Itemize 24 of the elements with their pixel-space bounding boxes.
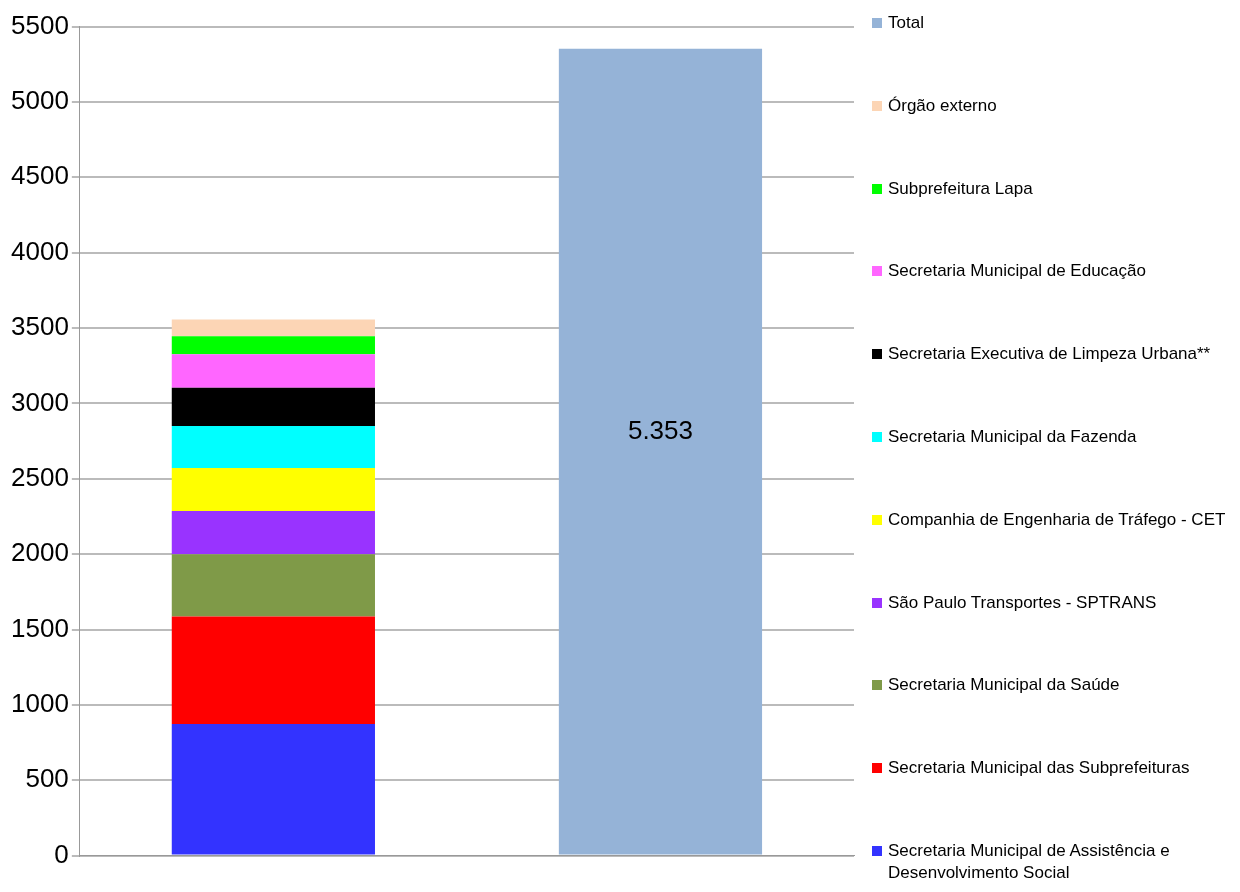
y-tick-label: 2000 <box>11 537 69 568</box>
legend-label: Secretaria Municipal da Saúde <box>888 674 1120 697</box>
y-tick-label: 5500 <box>11 9 69 40</box>
y-tick-label: 500 <box>25 763 69 794</box>
y-tick-label: 4500 <box>11 160 69 191</box>
legend-label: Secretaria Municipal das Subprefeituras <box>888 757 1190 780</box>
y-tick-label: 4000 <box>11 235 69 266</box>
data-label: 5.353 <box>627 414 693 445</box>
legend-label: Subprefeitura Lapa <box>888 177 1033 200</box>
y-tick-label: 2500 <box>11 461 69 492</box>
y-tick-label: 3500 <box>11 311 69 342</box>
y-tick-label: 3000 <box>11 386 69 417</box>
y-tick-label: 5000 <box>11 85 69 116</box>
legend-label: Secretaria Executiva de Limpeza Urbana** <box>888 343 1211 366</box>
legend-label: Órgão externo <box>888 94 997 117</box>
legend-label: Secretaria Municipal de Educação <box>888 260 1146 283</box>
legend-label: São Paulo Transportes - SPTRANS <box>888 591 1157 614</box>
y-tick-label: 0 <box>54 838 69 869</box>
legend-label: Total <box>888 12 924 34</box>
legend-label: Secretaria Municipal da Fazenda <box>888 426 1137 448</box>
y-tick-label: 1000 <box>11 688 69 719</box>
legend-label: Secretaria Municipal de Assistência e Desenvolvimento Social <box>888 839 1171 884</box>
y-tick-label: 1500 <box>11 612 69 643</box>
legend-label: Companhia de Engenharia de Tráfego - CET <box>888 508 1226 531</box>
